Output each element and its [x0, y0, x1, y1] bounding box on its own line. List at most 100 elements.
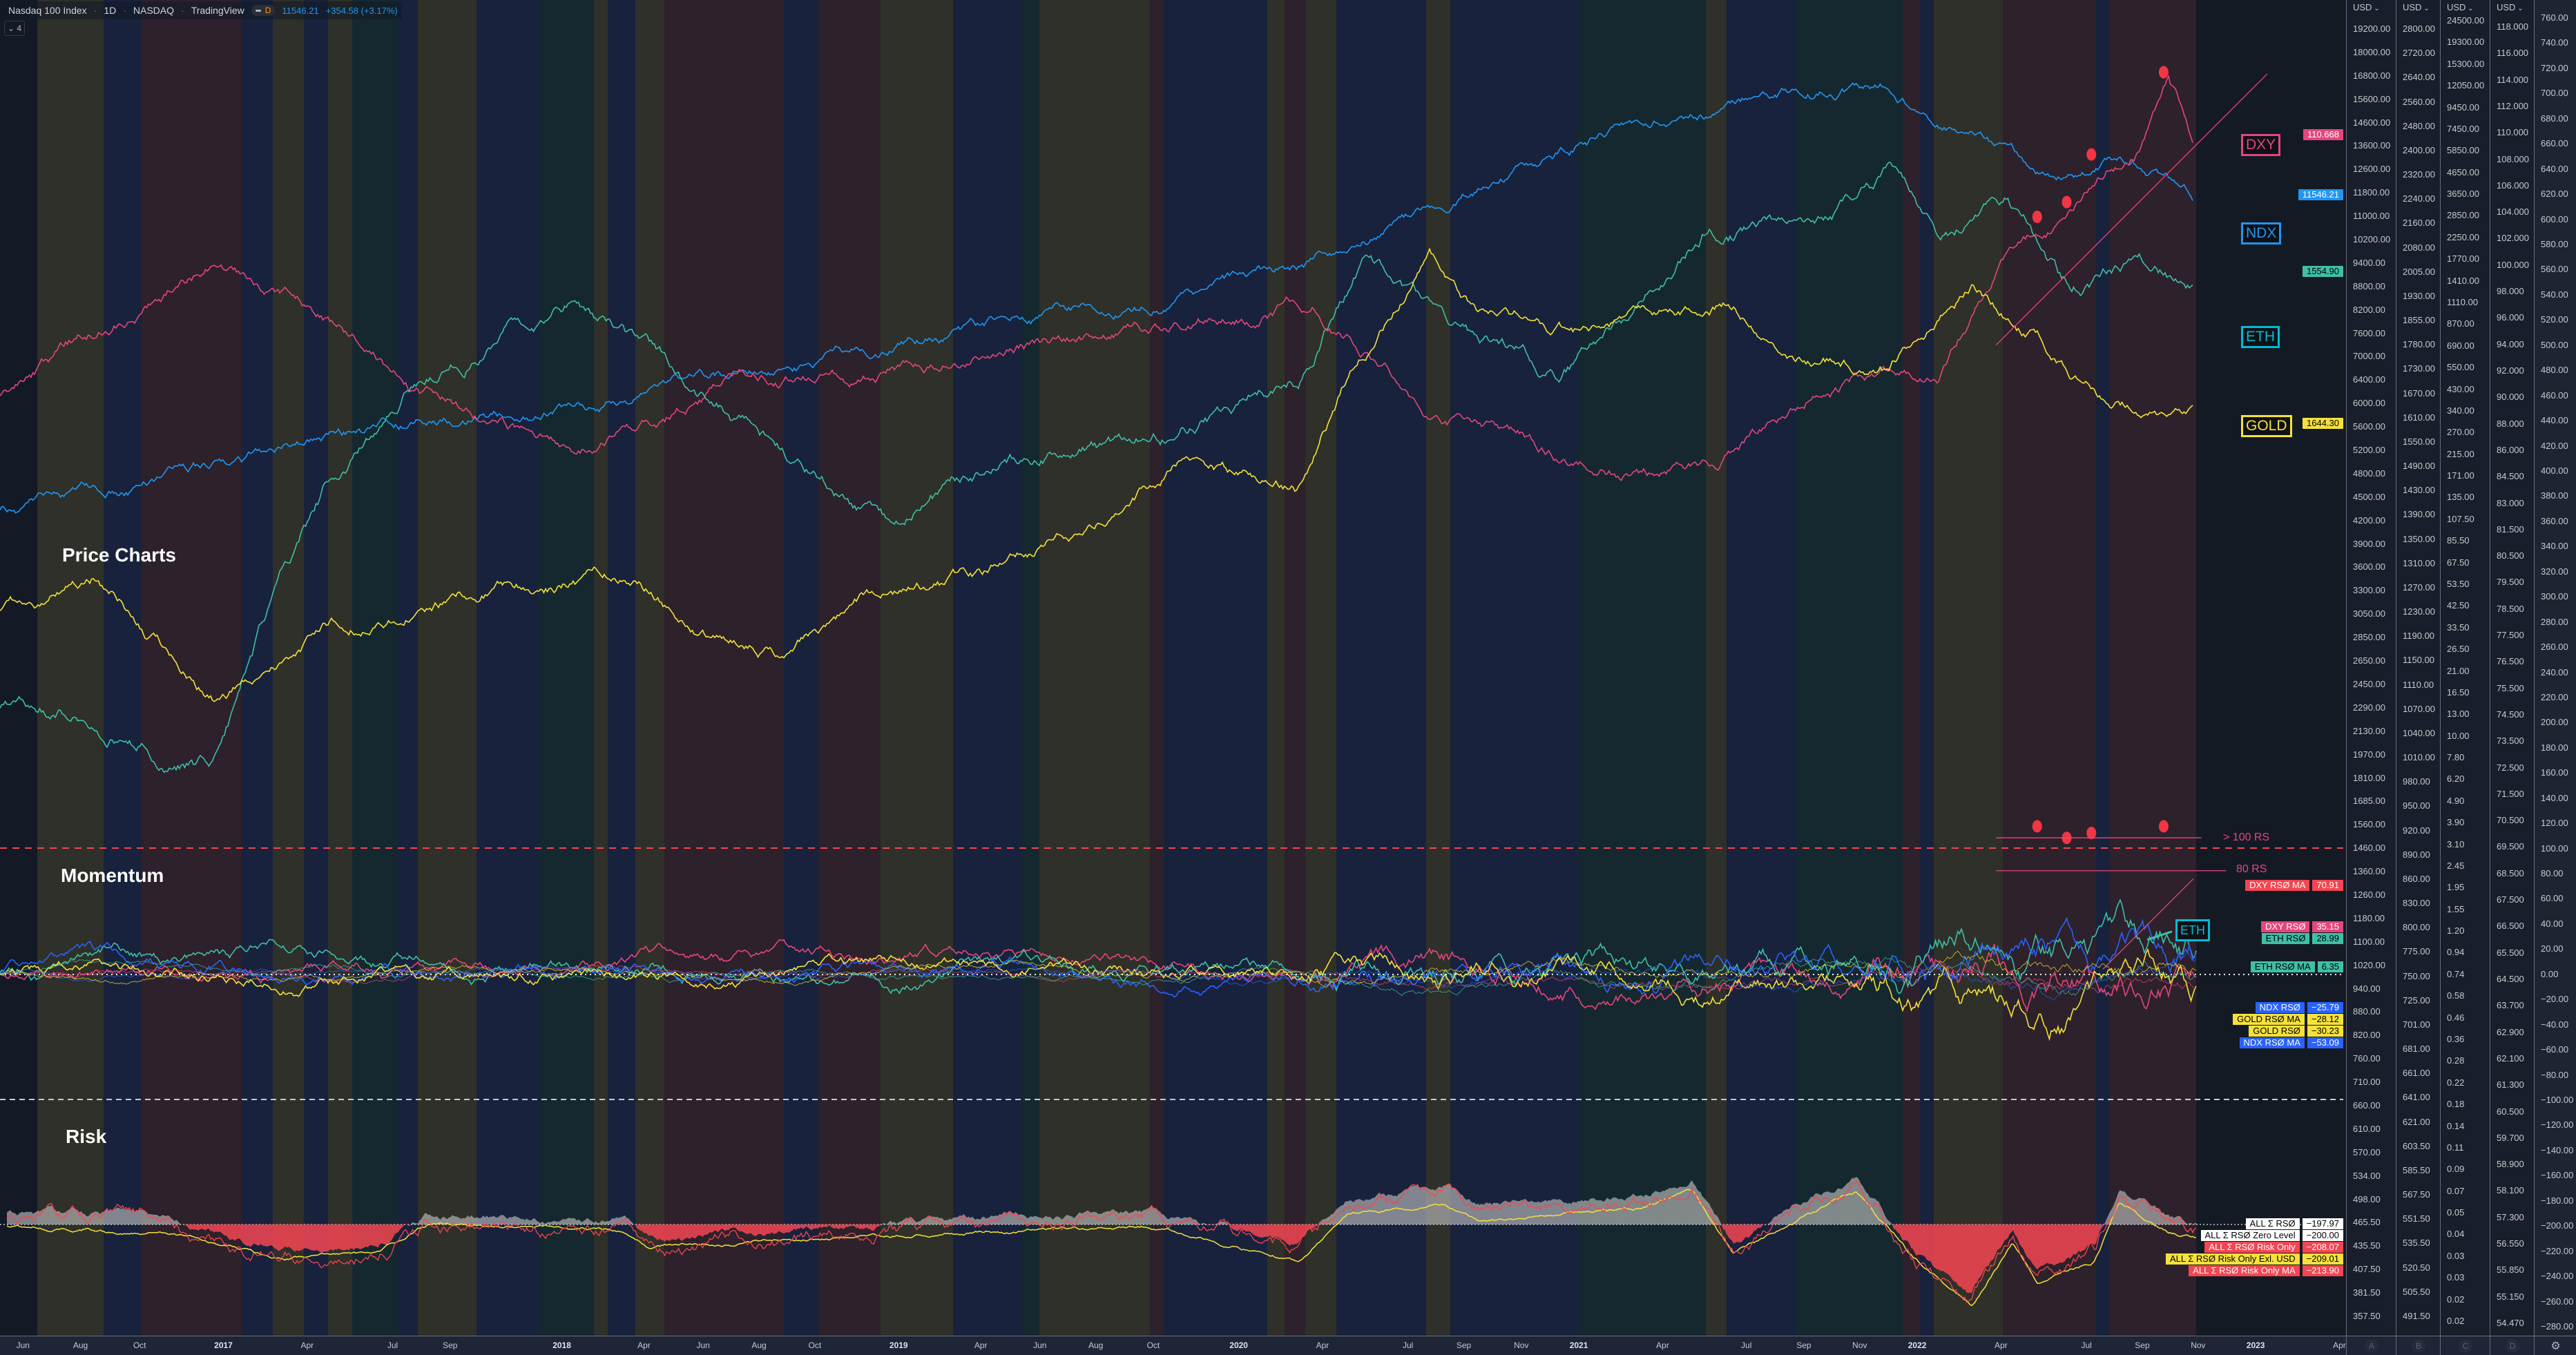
dxy-price-line[interactable]	[0, 74, 2193, 482]
axis-tick-label: 104.000	[2497, 206, 2529, 218]
regime-band	[1426, 0, 1450, 1336]
trend-line[interactable]	[2102, 878, 2194, 970]
axis-tick-label: 1770.00	[2447, 253, 2479, 265]
time-axis-label: Jul	[2081, 1340, 2092, 1350]
axis-tick-label: 1855.00	[2403, 315, 2435, 326]
ndx-momentum-line[interactable]	[0, 916, 2197, 998]
axis-tick-label: 118.000	[2497, 21, 2529, 32]
regime-band	[818, 0, 881, 1336]
risk-legend-row: ALL Σ RSØ Risk Only Exl. USD −209.01	[2165, 1253, 2343, 1265]
currency-selector[interactable]: USD ⌄	[2403, 2, 2430, 12]
axis-tick-label: 9450.00	[2447, 102, 2479, 113]
currency-selector[interactable]: USD ⌄	[2447, 2, 2474, 12]
gold-momentum-line[interactable]	[0, 948, 2197, 1041]
trend-line[interactable]	[1995, 73, 2268, 346]
time-axis[interactable]: Jun Aug Oct 2017 Apr Jul Sep 2018 Apr Jun Aug Oct 20…	[0, 1336, 2346, 1355]
axis-tick-label: 400.00	[2541, 465, 2568, 476]
axis-tick-label: 661.00	[2403, 1068, 2430, 1079]
axis-tick-label: 5200.00	[2353, 445, 2385, 456]
signal-dot[interactable]	[2032, 211, 2042, 224]
momentum-value-tag: −30.23	[2307, 1026, 2343, 1037]
currency-label: USD	[2403, 2, 2422, 12]
dxy-momentum-line[interactable]	[0, 939, 2197, 1013]
signal-dot[interactable]	[2158, 66, 2169, 79]
axis-tick-label: 110.000	[2497, 127, 2529, 138]
scale-button-d[interactable]: D	[2490, 1336, 2535, 1355]
gear-icon[interactable]: ⚙	[2534, 1336, 2576, 1355]
axis-tick-label: 340.00	[2541, 541, 2568, 552]
axis-tick-label: 80.500	[2497, 550, 2524, 561]
ndx-price-line[interactable]	[0, 82, 2193, 514]
axis-tick-label: 21.00	[2447, 665, 2470, 676]
scale-button-b[interactable]: B	[2396, 1336, 2441, 1355]
axis-tick-label: 54.470	[2497, 1318, 2524, 1328]
regime-band	[1164, 0, 1267, 1336]
ndx-momentum-ma-line[interactable]	[0, 950, 2197, 1001]
price-scale-2[interactable]: USD ⌄ 2800.00 2720.00 2640.00 2560.00 2480.00…	[2396, 0, 2441, 1336]
axis-tick-label: 0.09	[2447, 1164, 2465, 1175]
time-axis-label: Sep	[1796, 1340, 1811, 1350]
axis-tick-label: 2450.00	[2353, 678, 2385, 689]
price-scale-1[interactable]: USD ⌄ 19200.00 18000.00 16800.00 15600.00 146…	[2346, 0, 2396, 1336]
currency-selector[interactable]: USD ⌄	[2353, 2, 2380, 12]
signal-dot[interactable]	[2086, 827, 2097, 840]
axis-tick-label: 13600.00	[2353, 140, 2391, 151]
price-scale-5[interactable]: 760.00 740.00 720.00 700.00 680.00 660.00 640.…	[2534, 0, 2576, 1336]
signal-dot[interactable]	[2061, 195, 2072, 209]
eth-price-line[interactable]	[0, 162, 2193, 773]
axis-tick-label: 480.00	[2541, 365, 2568, 376]
axis-tick-label: 75.500	[2497, 682, 2524, 693]
scale-button-a[interactable]: A	[2346, 1336, 2396, 1355]
axis-tick-label: 19200.00	[2353, 23, 2391, 34]
axis-tick-label: 114.000	[2497, 74, 2529, 85]
axis-tick-label: 0.36	[2447, 1034, 2465, 1045]
axis-tick-label: 1.20	[2447, 925, 2465, 936]
axis-tick-label: 85.50	[2447, 535, 2470, 546]
axis-tick-label: 0.74	[2447, 968, 2465, 979]
currency-label: USD	[2447, 2, 2466, 12]
dxy-momentum-ma-line[interactable]	[0, 962, 2197, 994]
arrow-line[interactable]	[2146, 930, 2173, 941]
eth-momentum-line[interactable]	[0, 898, 2197, 994]
axis-tick-label: 100.000	[2497, 259, 2529, 270]
symbol-header[interactable]: Nasdaq 100 Index · 1D · NASDAQ · TradingVie…	[4, 1, 402, 19]
axis-tick-label: 540.00	[2541, 289, 2568, 300]
risk-legend-row: ALL Σ RSØ Risk Only MA −213.90	[2189, 1265, 2343, 1276]
regime-band	[594, 0, 608, 1336]
regime-band	[37, 0, 104, 1336]
axis-tick-label: 71.500	[2497, 788, 2524, 799]
risk-only-line[interactable]	[6, 1181, 2197, 1303]
minus-icon	[255, 9, 261, 12]
price-scale-3[interactable]: USD ⌄ 24500.00 19300.00 15300.00 12050.00 945…	[2440, 0, 2490, 1336]
currency-selector[interactable]: USD ⌄	[2497, 2, 2524, 12]
risk-value-tag: −209.01	[2302, 1253, 2343, 1265]
risk-only-exl-usd-line[interactable]	[6, 1189, 2197, 1307]
axis-tick-label: −160.00	[2541, 1170, 2574, 1181]
risk-value-tag: −213.90	[2302, 1265, 2343, 1276]
signal-dot[interactable]	[2158, 820, 2169, 833]
axis-tick-label: 135.00	[2447, 492, 2474, 503]
interval[interactable]: 1D	[104, 5, 117, 16]
signal-dot[interactable]	[2032, 820, 2042, 833]
time-axis-label: Aug	[751, 1340, 767, 1350]
symbol-name[interactable]: Nasdaq 100 Index	[8, 5, 87, 16]
axis-tick-label: 560.00	[2541, 264, 2568, 275]
axis-tick-label: 13.00	[2447, 709, 2470, 720]
axis-tick-label: 65.500	[2497, 947, 2524, 958]
axis-tick-label: 550.00	[2447, 362, 2474, 373]
axis-tick-label: 1390.00	[2403, 509, 2435, 520]
gold-price-line[interactable]	[0, 247, 2193, 702]
scale-button-c[interactable]: C	[2440, 1336, 2490, 1355]
axis-tick-label: 980.00	[2403, 776, 2430, 787]
chevron-down-icon: ⌄	[2515, 5, 2524, 12]
chevron-down-icon: ⌄	[7, 23, 17, 33]
gold-momentum-ma-line[interactable]	[0, 950, 2197, 988]
market-status-badge[interactable]: D	[251, 5, 276, 16]
indicators-toggle-button[interactable]: ⌄ 4	[4, 21, 25, 36]
axis-tick-label: 3600.00	[2353, 561, 2385, 573]
axis-tick-label: −140.00	[2541, 1144, 2574, 1155]
price-scale-4[interactable]: USD ⌄ 118.000 116.000 114.000 112.000 110.000…	[2490, 0, 2535, 1336]
signal-dot[interactable]	[2086, 148, 2097, 161]
risk-legend-row: ALL Σ RSØ Zero Level −200.00	[2200, 1230, 2343, 1241]
